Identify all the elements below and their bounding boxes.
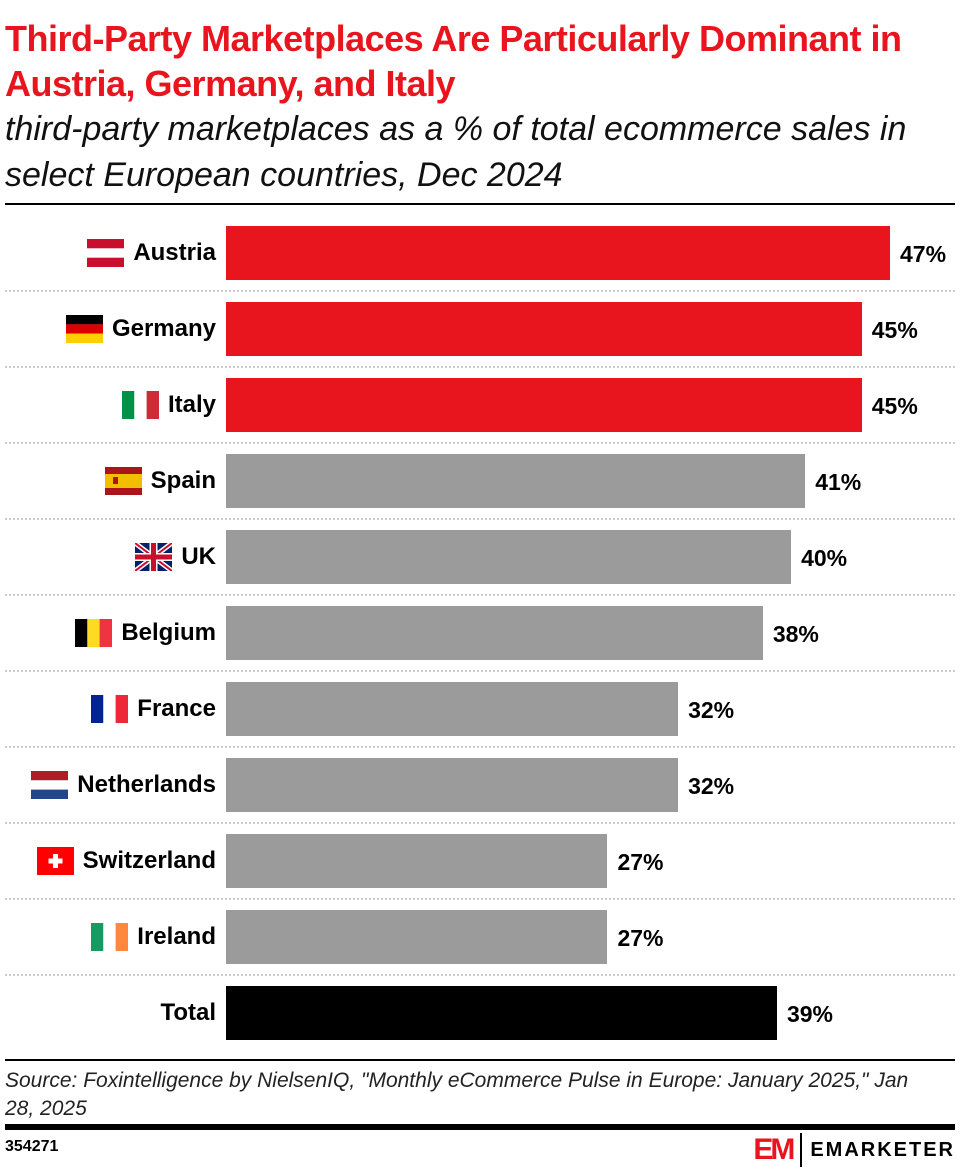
top-rule	[5, 203, 955, 205]
emarketer-logo: EM EMARKETER	[753, 1133, 955, 1167]
value-label: 47%	[900, 241, 947, 267]
category-name: France	[137, 695, 216, 722]
value-label: 27%	[617, 925, 664, 951]
category-label: Germany	[65, 302, 216, 356]
category-name: Spain	[150, 467, 216, 494]
france-flag-icon	[91, 695, 129, 723]
category-label: UK	[135, 530, 216, 584]
value-label: 32%	[688, 697, 735, 723]
source-note: Source: Foxintelligence by NielsenIQ, "M…	[5, 1069, 909, 1120]
category-name: Germany	[111, 315, 216, 342]
italy-flag-icon	[121, 391, 159, 419]
category-name: Switzerland	[82, 847, 216, 874]
value-label: 39%	[786, 1001, 834, 1027]
row-separator	[5, 518, 955, 520]
value-label: 41%	[815, 469, 862, 495]
logo-name: EMARKETER	[810, 1138, 955, 1161]
category-label: Austria	[87, 226, 216, 280]
bar-switzerland	[226, 834, 608, 888]
category-name: Ireland	[137, 923, 216, 950]
bar-belgium	[226, 606, 763, 660]
logo-divider	[800, 1133, 803, 1167]
bar-france	[226, 682, 679, 736]
belgium-flag-icon	[75, 619, 113, 647]
row-separator	[5, 594, 955, 596]
category-label: Total	[160, 986, 216, 1040]
bar-ireland	[226, 910, 608, 964]
row-separator	[5, 366, 955, 368]
bar-italy	[226, 378, 862, 432]
category-label: Italy	[121, 378, 216, 432]
chart-id: 354271	[5, 1138, 59, 1155]
category-name: Italy	[167, 391, 216, 418]
value-label: 45%	[871, 393, 918, 419]
bar-netherlands	[226, 758, 679, 812]
bar-total	[226, 986, 777, 1040]
category-name: Netherlands	[77, 771, 216, 798]
austria-flag-icon	[87, 239, 125, 267]
bar-austria	[226, 226, 890, 280]
bottom-rule	[5, 1059, 955, 1061]
value-label: 27%	[617, 849, 664, 875]
row-separator	[5, 290, 955, 292]
value-label: 32%	[688, 773, 735, 799]
row-separator	[5, 442, 955, 444]
chart-title: Third-Party Marketplaces Are Particularl…	[5, 18, 902, 104]
category-name: Total	[160, 999, 216, 1026]
bar-germany	[226, 302, 862, 356]
category-name: Belgium	[121, 619, 216, 646]
logo-mark: EM	[753, 1133, 795, 1166]
ireland-flag-icon	[91, 923, 129, 951]
value-label: 38%	[772, 621, 819, 647]
spain-flag-icon	[104, 467, 142, 495]
category-name: UK	[181, 543, 216, 570]
row-separator	[5, 670, 955, 672]
row-separator	[5, 746, 955, 748]
value-label: 40%	[801, 545, 848, 571]
switzerland-flag-icon	[36, 847, 74, 875]
bar-uk	[226, 530, 792, 584]
germany-flag-icon	[65, 315, 103, 343]
chart-subtitle: third-party marketplaces as a % of total…	[5, 110, 907, 194]
category-label: Ireland	[91, 910, 216, 964]
category-label: Netherlands	[31, 758, 216, 812]
category-label: Switzerland	[36, 834, 216, 888]
category-label: Belgium	[75, 606, 216, 660]
uk-flag-icon	[135, 543, 173, 571]
category-name: Austria	[133, 239, 216, 266]
bar-spain	[226, 454, 806, 508]
value-label: 45%	[871, 317, 918, 343]
category-label: Spain	[104, 454, 216, 508]
footer-rule	[5, 1124, 955, 1130]
category-label: France	[91, 682, 216, 736]
row-separator	[5, 898, 955, 900]
netherlands-flag-icon	[31, 771, 69, 799]
row-separator	[5, 974, 955, 976]
row-separator	[5, 822, 955, 824]
